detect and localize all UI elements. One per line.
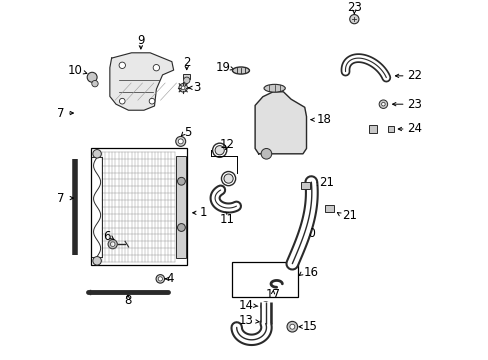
Text: 18: 18 [316,113,331,126]
Text: 7: 7 [57,192,65,204]
Circle shape [178,139,183,144]
Circle shape [149,98,155,104]
Circle shape [381,102,385,106]
Text: 13: 13 [238,314,253,327]
Text: 17: 17 [265,288,280,301]
Circle shape [87,72,97,82]
Polygon shape [255,92,306,154]
Circle shape [93,149,101,158]
Circle shape [93,257,101,265]
Circle shape [215,146,224,155]
Circle shape [119,62,125,68]
Bar [325,205,333,212]
Bar [301,182,309,189]
Circle shape [119,98,125,104]
Circle shape [224,174,233,183]
Bar [183,73,190,79]
Text: 14: 14 [238,299,253,312]
Circle shape [108,239,117,249]
Bar [232,262,297,297]
Text: 11: 11 [219,213,234,226]
Circle shape [181,86,184,90]
Text: 7: 7 [57,107,65,120]
Circle shape [244,272,255,283]
Circle shape [183,77,189,84]
Text: 4: 4 [166,273,174,285]
Circle shape [179,84,187,92]
Text: 23: 23 [346,1,361,14]
Text: 9: 9 [137,34,144,47]
Bar [368,125,377,132]
Text: 22: 22 [407,69,422,82]
Circle shape [177,224,185,231]
Text: 15: 15 [302,320,317,333]
Text: 8: 8 [124,294,131,307]
Circle shape [286,321,297,332]
Ellipse shape [264,84,285,92]
Circle shape [261,148,271,159]
Text: 6: 6 [103,230,111,243]
Text: 21: 21 [341,209,356,222]
Circle shape [349,14,358,24]
Circle shape [158,277,162,281]
Circle shape [153,64,159,71]
Ellipse shape [232,67,249,74]
Text: 20: 20 [300,227,315,240]
Text: 5: 5 [184,126,191,139]
Bar [91,148,187,265]
Circle shape [289,324,294,329]
Text: 19: 19 [215,61,230,74]
Bar [176,156,186,258]
Text: 2: 2 [183,56,190,69]
Text: 3: 3 [193,81,200,94]
Text: 24: 24 [407,122,422,135]
Circle shape [177,177,185,185]
Circle shape [378,100,387,108]
Circle shape [92,80,98,87]
Text: 12: 12 [219,139,234,152]
Text: 10: 10 [67,64,82,77]
Text: 23: 23 [407,98,422,111]
Circle shape [175,136,185,147]
Circle shape [156,275,164,283]
Circle shape [110,242,115,247]
Polygon shape [110,53,173,110]
Text: 1: 1 [199,206,206,219]
Text: 21: 21 [319,176,334,189]
Circle shape [262,303,268,310]
Text: 16: 16 [304,266,318,279]
Bar [387,126,394,132]
